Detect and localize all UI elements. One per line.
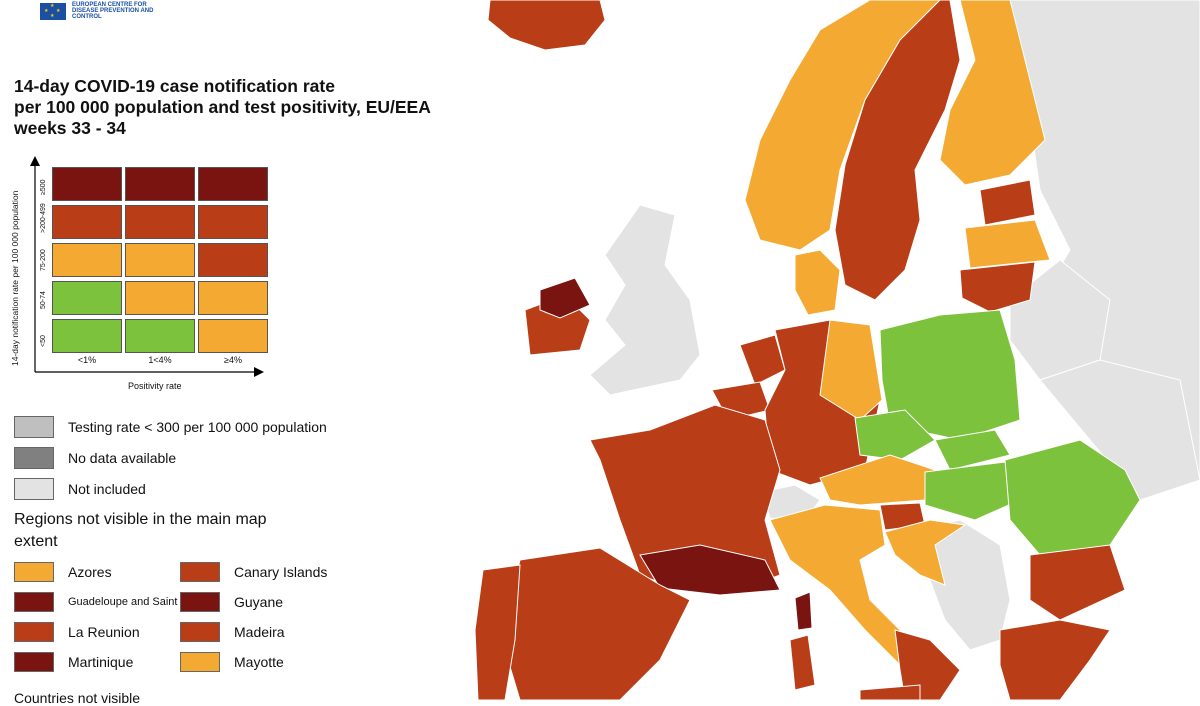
region-label: Mayotte — [234, 654, 284, 670]
region-label: Madeira — [234, 624, 285, 640]
map-region-sardinia — [789, 634, 816, 691]
not-included-swatch — [14, 478, 54, 500]
matrix-col-label: 1<4% — [148, 355, 172, 365]
map-region-sweden — [834, 0, 961, 301]
map-region-poland — [879, 309, 1021, 441]
matrix-cell — [52, 167, 122, 201]
region-swatch — [14, 622, 54, 642]
no-data-swatch — [14, 447, 54, 469]
matrix-cell — [52, 243, 122, 277]
map-region-italy-north — [769, 504, 921, 666]
map-region-croatia — [884, 519, 967, 586]
matrix-cell — [198, 167, 268, 201]
matrix-cell — [125, 167, 195, 201]
countries-not-visible: Countries not visible — [14, 690, 141, 706]
region-label: La Reunion — [68, 624, 140, 640]
map-region-uk — [589, 204, 701, 396]
title-line-3: weeks 33 - 34 — [14, 118, 126, 138]
region-label: Martinique — [68, 654, 134, 670]
region-swatch — [180, 592, 220, 612]
region-swatch — [180, 562, 220, 582]
matrix-cell — [125, 243, 195, 277]
matrix-cell — [198, 243, 268, 277]
map-region-italy-south — [894, 629, 961, 700]
region-swatch — [14, 562, 54, 582]
legend-not-included: Not included — [14, 478, 146, 500]
legend-testing-label: Testing rate < 300 per 100 000 populatio… — [68, 419, 327, 435]
region-legend-item: Guyane — [180, 592, 283, 612]
map-region-northern-ireland — [539, 277, 591, 319]
matrix-col-label: <1% — [77, 355, 97, 365]
page-title: 14-day COVID-19 case notification rate p… — [14, 76, 494, 139]
matrix-cell — [198, 319, 268, 353]
map-region-denmark — [794, 249, 841, 316]
matrix-cell — [52, 319, 122, 353]
region-legend-item: Azores — [14, 562, 112, 582]
matrix-cell — [125, 281, 195, 315]
region-legend-item: Mayotte — [180, 652, 284, 672]
region-legend-item: Martinique — [14, 652, 133, 672]
region-label: Canary Islands — [234, 564, 328, 580]
matrix-cell — [125, 319, 195, 353]
title-line-1: 14-day COVID-19 case notification rate — [14, 76, 335, 96]
map-region-corsica — [794, 591, 813, 631]
title-line-2: per 100 000 population and test positivi… — [14, 97, 431, 117]
map-region-latvia — [964, 219, 1051, 269]
legend-testing: Testing rate < 300 per 100 000 populatio… — [14, 416, 327, 438]
map-region-bulgaria — [1029, 544, 1126, 621]
map-region-ukraine — [1039, 359, 1200, 501]
matrix-row-label: ≥500 — [40, 179, 47, 195]
map-region-greece — [999, 619, 1111, 700]
region-swatch — [180, 652, 220, 672]
matrix-x-axis-title: Positivity rate — [128, 381, 182, 391]
legend-no-data-label: No data available — [68, 450, 177, 466]
region-swatch — [14, 592, 54, 612]
matrix-col-label: ≥4% — [224, 355, 242, 365]
legend-no-data: No data available — [14, 447, 176, 469]
matrix-cell — [198, 281, 268, 315]
region-legend-item: La Reunion — [14, 622, 140, 642]
region-legend-item: Guadeloupe and Saint Martin — [14, 592, 211, 612]
region-label: Guyane — [234, 594, 284, 610]
map-region-romania — [1004, 439, 1141, 556]
legend-not-included-label: Not included — [68, 481, 146, 497]
ecdc-logo: ★ ★ ★ ★ EUROPEAN CENTRE FOR DISEASE PREVEN… — [40, 2, 172, 20]
testing-swatch — [14, 416, 54, 438]
matrix-row-label: <50 — [40, 335, 47, 347]
map-region-east-germany — [819, 319, 883, 421]
region-label: Guadeloupe and Saint Martin — [68, 596, 212, 608]
regions-title: Regions not visible in the main map exte… — [14, 511, 267, 550]
map-region-sicily — [859, 684, 921, 700]
matrix-row-label: 75-200 — [40, 249, 47, 271]
matrix-row-label: >200-499 — [40, 203, 47, 233]
matrix-cell — [52, 281, 122, 315]
map-region-hungary — [924, 461, 1021, 521]
region-swatch — [180, 622, 220, 642]
map-region-estonia — [979, 179, 1036, 226]
map-region-portugal — [474, 564, 521, 700]
logo-text: EUROPEAN CENTRE FOR DISEASE PREVENTION A… — [72, 2, 154, 20]
matrix-row-label: 50-74 — [40, 291, 47, 309]
map-region-iceland — [487, 0, 606, 51]
matrix-cell — [125, 205, 195, 239]
matrix-cell — [198, 205, 268, 239]
eu-flag-icon: ★ ★ ★ ★ — [40, 2, 66, 20]
region-legend-item: Madeira — [180, 622, 285, 642]
region-label: Azores — [68, 564, 112, 580]
map-region-lithuania — [959, 261, 1036, 313]
matrix-axes — [30, 156, 264, 377]
region-legend-item: Canary Islands — [180, 562, 327, 582]
region-swatch — [14, 652, 54, 672]
map-region-slovakia — [934, 429, 1011, 471]
map-region-finland — [939, 0, 1046, 186]
matrix-cell — [52, 205, 122, 239]
map-region-czechia — [854, 409, 936, 461]
